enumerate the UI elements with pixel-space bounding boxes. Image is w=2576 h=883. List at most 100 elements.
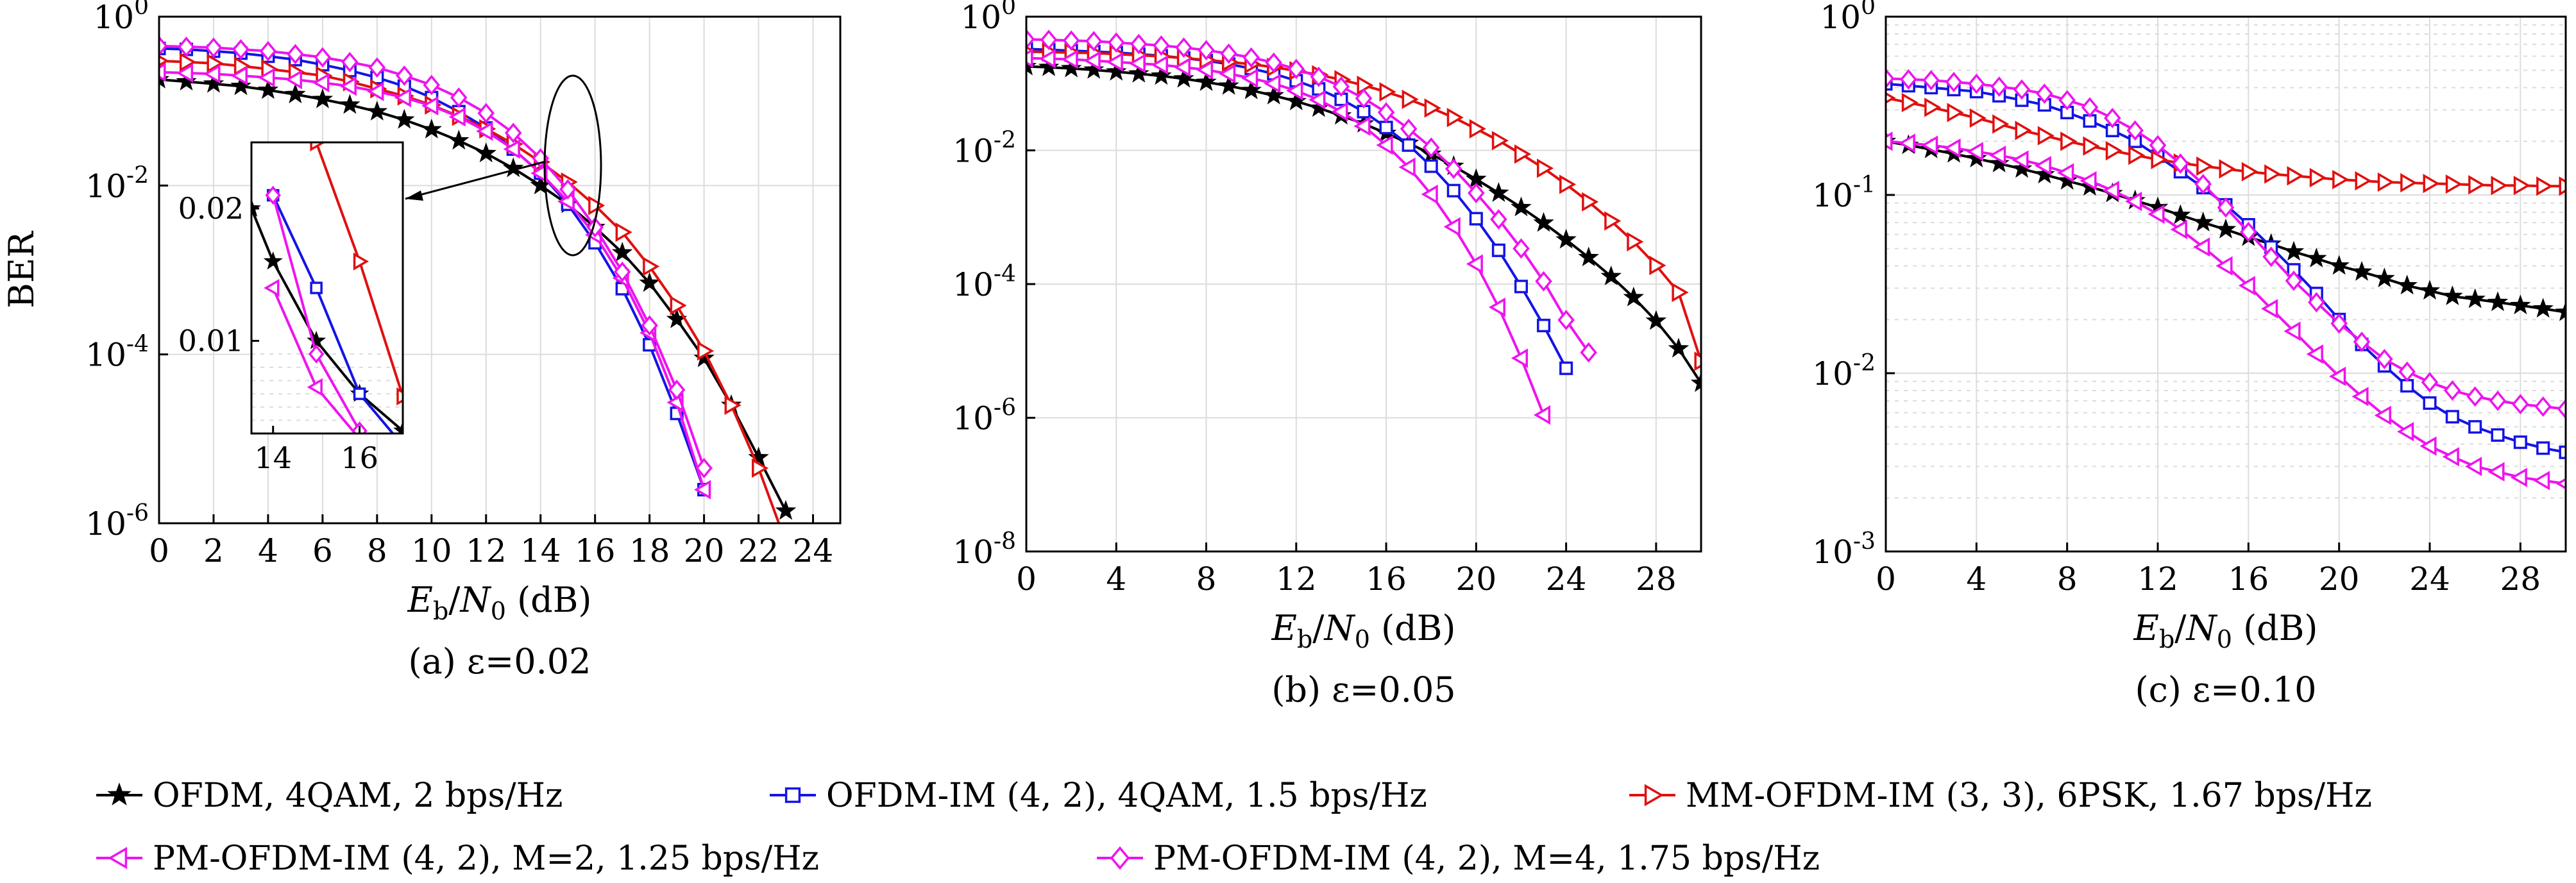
y-ticks: 100 10-2 10-4 10-6 10-8 (953, 0, 1035, 571)
data-point (2532, 298, 2554, 318)
data-point (394, 88, 411, 108)
data-point (1649, 255, 1666, 276)
x-ticks: 0 4 8 12 16 20 24 28 (1876, 542, 2541, 598)
data-point (1287, 58, 1305, 80)
data-point (176, 63, 194, 83)
data-point (2102, 180, 2119, 201)
data-point (2423, 396, 2437, 410)
data-point (1443, 217, 1461, 237)
data-point (1945, 71, 1963, 92)
x-tick-label: 0 (1016, 560, 1037, 598)
data-point (2060, 131, 2078, 151)
x-tick-label: 14 (520, 532, 561, 569)
data-point (1988, 152, 2010, 172)
axes-frame (158, 15, 842, 525)
data-point (2285, 270, 2303, 291)
data-point (1668, 337, 1690, 358)
inset-data-point (310, 282, 323, 294)
data-point (1038, 49, 1056, 69)
data-point (2012, 150, 2029, 170)
data-point (1219, 63, 1236, 84)
data-point (368, 57, 386, 78)
data-point (1511, 196, 1532, 217)
data-point (1331, 101, 1348, 122)
data-point (1355, 88, 1373, 109)
plot-area (1886, 17, 2566, 551)
data-point (1310, 66, 1328, 87)
data-point (2351, 261, 2373, 281)
legend-item-4: PM-OFDM-IM (4, 2), M=2, 1.25 bps/Hz (96, 839, 819, 878)
data-point (2465, 457, 2482, 476)
data-point (1402, 138, 1416, 152)
data-point (2219, 159, 2236, 179)
legend-marker (1644, 784, 1664, 807)
data-point (203, 64, 221, 84)
data-point (1966, 147, 1987, 168)
data-point (1490, 209, 1507, 230)
data-point (2468, 420, 2482, 434)
data-point (1469, 119, 1486, 139)
data-point (2328, 255, 2350, 275)
data-point (2170, 204, 2191, 224)
y-tick-label: 10-6 (953, 395, 1016, 437)
x-tick-label: 4 (1966, 560, 1987, 598)
data-point (2468, 175, 2486, 195)
data-point (2510, 294, 2531, 315)
legend-item-5: PM-OFDM-IM (4, 2), M=4, 1.75 bps/Hz (1097, 839, 1820, 878)
data-point (2283, 240, 2305, 261)
data-point (1061, 49, 1078, 69)
data-point (2192, 211, 2214, 231)
data-point (1424, 159, 1438, 173)
data-point (2466, 386, 2484, 407)
data-point (2172, 153, 2189, 174)
legend-item-2: OFDM-IM (4, 2), 4QAM, 1.5 bps/Hz (770, 777, 1427, 815)
data-point (1402, 89, 1419, 110)
inset-series (251, 142, 403, 433)
y-tick-label: 10-2 (953, 128, 1016, 170)
data-point (1353, 116, 1371, 136)
data-point (1469, 212, 1483, 226)
data-point (203, 72, 225, 93)
data-point (2216, 256, 2233, 276)
inset-data-point (310, 142, 326, 152)
data-point (1536, 319, 1551, 333)
data-point (1218, 75, 1239, 95)
data-point (2489, 391, 2507, 411)
inset-series-line-2 (271, 194, 395, 433)
data-point (1196, 71, 1217, 91)
data-point (339, 76, 357, 96)
data-point (1308, 97, 1330, 117)
data-point (1491, 131, 1509, 151)
data-point (1989, 145, 2006, 165)
inset-data-point (263, 251, 283, 270)
data-point (232, 39, 250, 60)
data-point (2491, 428, 2505, 442)
data-point (1886, 131, 1893, 151)
data-point (2330, 313, 2348, 334)
inset-data-point (307, 378, 323, 396)
data-point (2355, 171, 2372, 191)
data-point (1514, 280, 1529, 294)
y-tick-label: 100 (960, 0, 1016, 36)
data-point (2398, 361, 2416, 382)
data-point (668, 380, 686, 400)
data-point (396, 65, 413, 86)
data-point (1969, 108, 1987, 128)
panel-caption: (c) ε=0.10 (2135, 669, 2317, 710)
data-point (2238, 276, 2255, 296)
data-point (205, 37, 223, 58)
data-point (1105, 60, 1127, 81)
data-point (1151, 65, 1172, 85)
legend-marker (108, 846, 128, 870)
data-point (1151, 55, 1168, 75)
data-point (2262, 246, 2280, 267)
data-point (1026, 48, 1033, 68)
data-point (2105, 140, 2123, 161)
data-point (1173, 57, 1191, 78)
data-point (1968, 73, 1985, 94)
data-point (1466, 254, 1483, 274)
data-point (2555, 301, 2566, 321)
data-point (1533, 212, 1554, 232)
y-tick-label: 10-1 (1812, 172, 1876, 214)
